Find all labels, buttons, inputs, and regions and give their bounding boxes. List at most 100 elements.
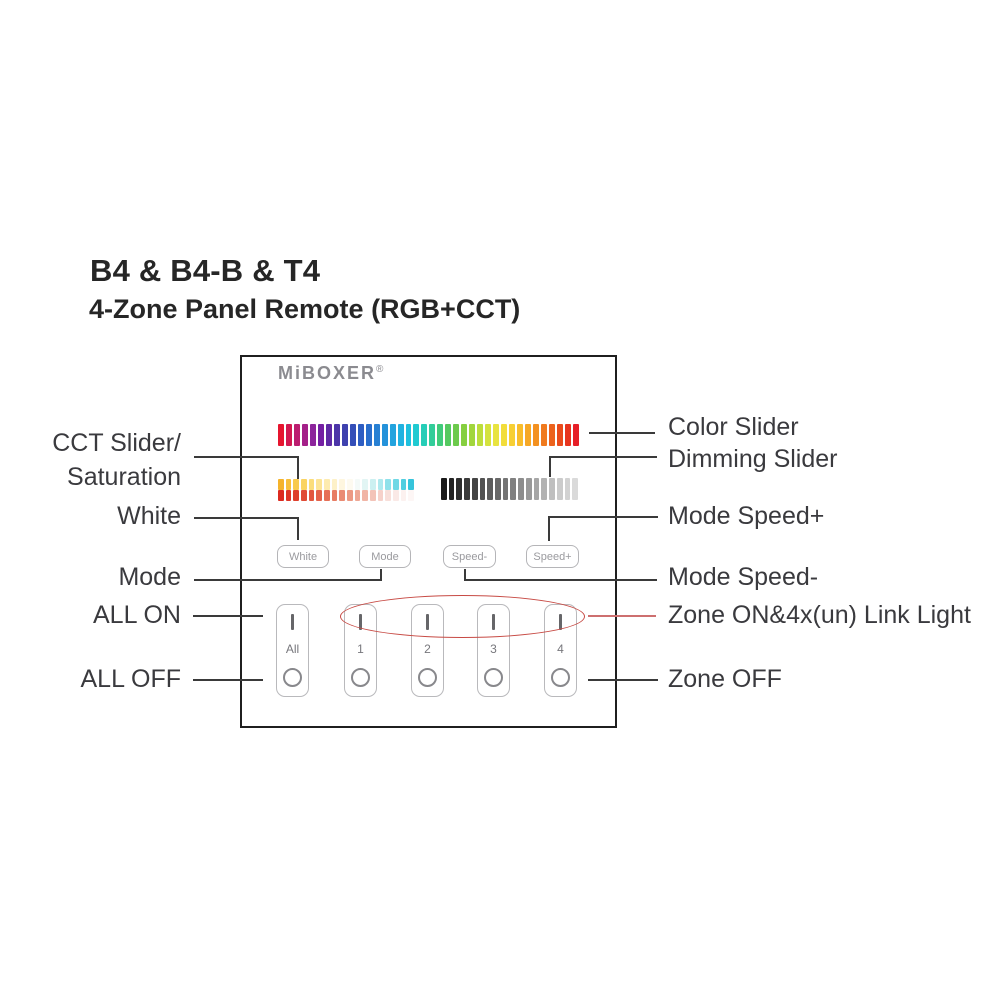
slider-segment bbox=[413, 424, 420, 446]
slider-segment bbox=[517, 424, 524, 446]
zone-label: All bbox=[285, 642, 300, 656]
slider-segment bbox=[405, 424, 412, 446]
callout-cct-slider: CCT Slider/ bbox=[52, 429, 181, 457]
slider-segment bbox=[362, 479, 369, 490]
slider-segment bbox=[331, 479, 338, 490]
zone-label: 4 bbox=[557, 642, 564, 656]
cct-slider[interactable] bbox=[278, 479, 415, 490]
slider-segment bbox=[471, 478, 478, 500]
connector-line bbox=[297, 517, 299, 540]
slider-segment bbox=[293, 424, 300, 446]
slider-segment bbox=[385, 490, 392, 501]
slider-segment bbox=[301, 479, 307, 490]
callout-all-on: ALL ON bbox=[92, 601, 181, 629]
zone-label: 1 bbox=[357, 642, 364, 656]
connector-line bbox=[548, 516, 658, 518]
slider-segment bbox=[325, 424, 332, 446]
slider-segment bbox=[445, 424, 452, 446]
connector-line bbox=[194, 517, 299, 519]
slider-segment bbox=[308, 490, 315, 501]
callout-all-off: ALL OFF bbox=[80, 665, 182, 693]
slider-segment bbox=[385, 479, 392, 490]
speed-plus-button[interactable]: Speed+ bbox=[526, 545, 579, 568]
slider-segment bbox=[495, 478, 501, 500]
connector-line bbox=[464, 569, 466, 581]
slider-segment bbox=[393, 479, 399, 490]
slider-segment bbox=[347, 490, 353, 501]
slider-segment bbox=[301, 490, 307, 501]
zone-off-icon[interactable] bbox=[283, 668, 302, 687]
slider-segment bbox=[540, 424, 547, 446]
zone-off-icon[interactable] bbox=[418, 668, 437, 687]
slider-segment bbox=[564, 478, 571, 500]
slider-segment bbox=[541, 478, 548, 500]
slider-segment bbox=[501, 424, 508, 446]
slider-segment bbox=[493, 424, 500, 446]
slider-segment bbox=[456, 478, 463, 500]
slider-segment bbox=[397, 424, 404, 446]
slider-segment bbox=[377, 490, 384, 501]
slider-segment bbox=[370, 490, 376, 501]
slider-segment bbox=[393, 490, 399, 501]
callout-white: White bbox=[117, 502, 181, 530]
slider-segment bbox=[370, 479, 376, 490]
connector-line bbox=[588, 679, 658, 681]
zone-on-highlight-ellipse bbox=[340, 595, 585, 638]
slider-segment bbox=[373, 424, 380, 446]
slider-segment bbox=[441, 478, 447, 500]
connector-line bbox=[549, 456, 657, 458]
slider-segment bbox=[485, 424, 492, 446]
slider-segment bbox=[285, 490, 292, 501]
mode-button[interactable]: Mode bbox=[359, 545, 411, 568]
zone-on-connector-line bbox=[588, 615, 656, 617]
slider-segment bbox=[339, 479, 346, 490]
slider-segment bbox=[324, 479, 330, 490]
slider-segment bbox=[331, 490, 338, 501]
connector-line bbox=[194, 579, 382, 581]
page-subtitle: 4-Zone Panel Remote (RGB+CCT) bbox=[89, 294, 521, 324]
slider-segment bbox=[564, 424, 571, 446]
slider-segment bbox=[556, 478, 563, 500]
connector-line bbox=[193, 679, 263, 681]
slider-segment bbox=[518, 478, 524, 500]
slider-segment bbox=[429, 424, 436, 446]
dimming-slider[interactable] bbox=[441, 478, 578, 500]
slider-segment bbox=[477, 424, 484, 446]
zone-label: 3 bbox=[490, 642, 497, 656]
white-button[interactable]: White bbox=[277, 545, 329, 568]
slider-segment bbox=[278, 424, 284, 446]
slider-segment bbox=[453, 424, 460, 446]
zone-off-icon[interactable] bbox=[551, 668, 570, 687]
slider-segment bbox=[354, 490, 361, 501]
slider-segment bbox=[362, 490, 369, 501]
connector-line bbox=[297, 456, 299, 479]
slider-segment bbox=[324, 490, 330, 501]
slider-segment bbox=[339, 490, 346, 501]
slider-segment bbox=[377, 479, 384, 490]
saturation-slider[interactable] bbox=[278, 490, 415, 501]
zone-on-icon[interactable] bbox=[291, 614, 294, 630]
slider-segment bbox=[278, 490, 284, 501]
connector-line bbox=[589, 432, 655, 434]
slider-segment bbox=[285, 424, 292, 446]
slider-segment bbox=[549, 478, 555, 500]
slider-segment bbox=[525, 424, 531, 446]
color-slider[interactable] bbox=[278, 424, 579, 446]
slider-segment bbox=[400, 479, 407, 490]
slider-segment bbox=[437, 424, 444, 446]
slider-segment bbox=[548, 424, 555, 446]
connector-line bbox=[464, 579, 657, 581]
callout-zone-on-link-light: Zone ON&4x(un) Link Light bbox=[668, 601, 971, 629]
zone-button-all[interactable]: All bbox=[276, 604, 309, 697]
slider-segment bbox=[285, 479, 292, 490]
slider-segment bbox=[408, 479, 415, 490]
slider-segment bbox=[293, 479, 300, 490]
zone-off-icon[interactable] bbox=[484, 668, 503, 687]
slider-segment bbox=[469, 424, 476, 446]
zone-off-icon[interactable] bbox=[351, 668, 370, 687]
speed-minus-button[interactable]: Speed- bbox=[443, 545, 496, 568]
connector-line bbox=[548, 516, 550, 541]
slider-segment bbox=[572, 478, 578, 500]
connector-line bbox=[194, 456, 299, 458]
